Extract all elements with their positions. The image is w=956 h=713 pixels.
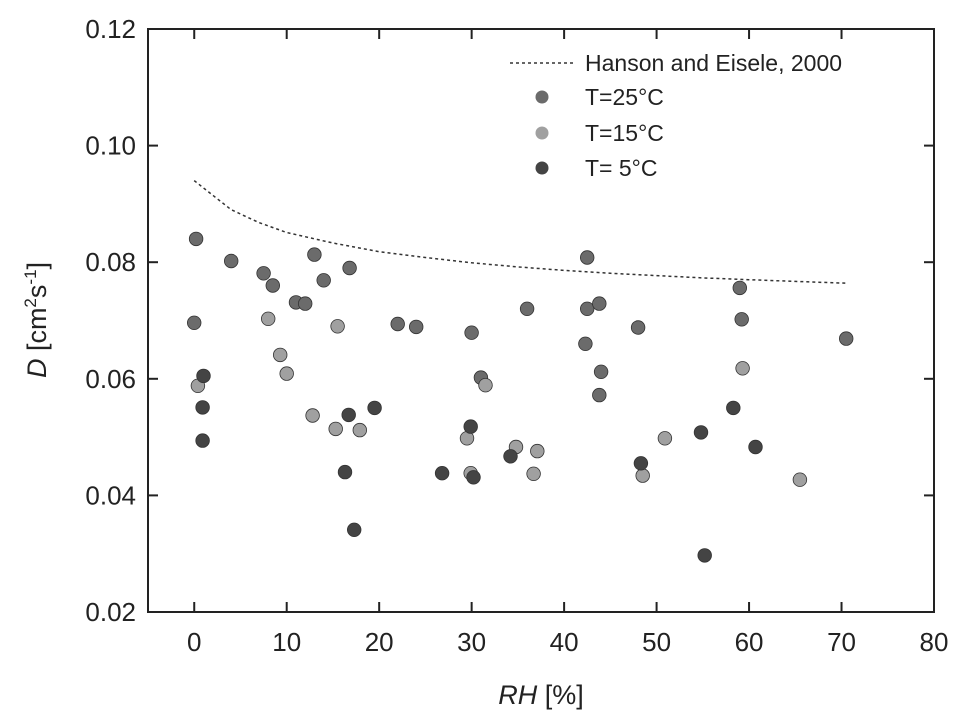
x-tick-label: 30 (457, 627, 486, 657)
x-tick-label: 10 (272, 627, 301, 657)
data-point-series-0 (839, 331, 854, 346)
data-point-series-1 (792, 472, 808, 487)
legend-marker-15c (535, 126, 549, 140)
y-tick-label: 0.12 (85, 14, 136, 44)
x-tick-label: 20 (365, 627, 394, 657)
legend-label-reference: Hanson and Eisele, 2000 (585, 50, 842, 76)
y-tick-label: 0.04 (85, 480, 136, 510)
data-point-series-2 (341, 407, 356, 423)
data-point-series-2 (434, 466, 450, 481)
plot-frame (147, 28, 935, 613)
data-point-series-2 (347, 522, 362, 538)
data-point-series-2 (748, 439, 763, 455)
data-point-series-2 (633, 456, 649, 471)
y-tick-label: 0.02 (85, 597, 136, 627)
x-tick-label: 0 (187, 627, 201, 657)
x-tick-label: 70 (827, 627, 856, 657)
data-point-series-0 (580, 250, 595, 265)
legend-label-5c: T= 5°C (585, 155, 657, 181)
data-point-series-0 (592, 387, 607, 403)
y-tick-label: 0.08 (85, 247, 136, 277)
data-point-series-0 (464, 325, 479, 340)
x-tick-label: 50 (642, 627, 671, 657)
data-point-series-1 (352, 422, 368, 438)
data-point-series-1 (530, 443, 545, 459)
x-axis: 0 10 20 30 40 50 60 70 80 (187, 29, 948, 657)
data-point-series-2 (195, 400, 210, 415)
x-tick-label: 80 (920, 627, 949, 657)
reference-line-hanson-eisele (193, 180, 847, 284)
data-point-series-0 (316, 273, 331, 288)
data-point-series-0 (307, 247, 322, 262)
data-point-series-0 (409, 319, 424, 335)
data-point-series-2 (195, 433, 210, 448)
data-point-series-0 (578, 336, 593, 352)
data-point-series-0 (732, 280, 748, 296)
data-point-series-0 (265, 278, 281, 293)
legend: Hanson and Eisele, 2000 T=25°C T=15°C T=… (510, 50, 842, 181)
data-point-series-0 (734, 312, 749, 327)
data-point-series-1 (478, 378, 493, 393)
x-tick-label: 40 (550, 627, 579, 657)
data-point-series-0 (592, 296, 607, 311)
data-point-series-0 (630, 320, 646, 335)
data-point-series-0 (342, 260, 357, 276)
data-point-series-2 (196, 368, 211, 384)
data-point-series-0 (593, 364, 609, 380)
data-point-series-1 (526, 466, 541, 482)
data-point-series-1 (261, 311, 276, 327)
legend-marker-5c (535, 161, 549, 175)
legend-label-15c: T=15°C (585, 120, 664, 146)
data-point-series-1 (735, 361, 750, 376)
data-point-series-0 (519, 301, 535, 317)
data-point-series-1 (279, 366, 294, 381)
data-point-series-2 (503, 449, 518, 464)
y-axis-title: D [cm2s-1] (21, 262, 52, 378)
x-tick-label: 60 (735, 627, 764, 657)
data-point-series-1 (330, 319, 345, 334)
legend-label-25c: T=25°C (585, 84, 664, 110)
legend-marker-25c (535, 90, 549, 104)
data-point-series-2 (697, 548, 712, 563)
data-point-series-2 (693, 425, 709, 440)
data-point-series-2 (463, 419, 478, 434)
data-point-series-0 (186, 315, 202, 331)
data-point-series-0 (298, 296, 313, 311)
data-point-series-2 (337, 464, 353, 480)
data-point-series-1 (635, 468, 650, 483)
data-point-series-1 (305, 408, 320, 423)
y-tick-label: 0.06 (85, 364, 136, 394)
data-point-series-2 (466, 470, 481, 485)
data-point-series-0 (256, 266, 271, 281)
y-tick-label: 0.10 (85, 131, 136, 161)
data-point-series-0 (390, 316, 405, 332)
data-point-series-1 (657, 431, 673, 446)
x-axis-title: RH [%] (498, 680, 584, 710)
data-point-series-0 (188, 231, 204, 247)
y-axis: 0.02 0.04 0.06 0.08 0.10 0.12 (85, 14, 934, 627)
data-point-series-0 (580, 301, 595, 317)
data-point-series-2 (367, 400, 382, 416)
data-point-series-1 (328, 421, 343, 437)
data-points (186, 231, 854, 563)
data-point-series-1 (273, 347, 288, 363)
data-point-series-0 (223, 253, 239, 269)
data-point-series-2 (726, 400, 741, 416)
